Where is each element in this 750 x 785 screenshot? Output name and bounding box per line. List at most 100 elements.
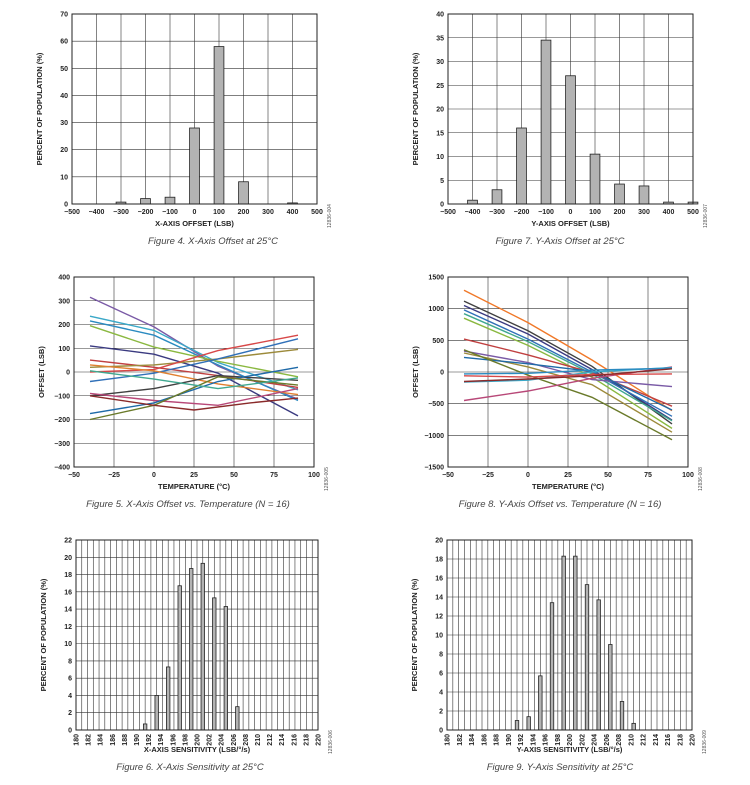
x-tick-label: −400: [465, 209, 481, 216]
bar: [608, 644, 613, 731]
x-tick-label: 192: [146, 734, 153, 746]
figure-caption: Figure 5. X-Axis Offset vs. Temperature …: [86, 499, 290, 510]
y-tick-label: 50: [60, 66, 68, 73]
y-tick-label: −1500: [424, 465, 444, 472]
figure-caption: Figure 8. Y-Axis Offset vs. Temperature …: [459, 499, 662, 510]
y-tick-label: 5: [440, 178, 444, 185]
bar: [189, 568, 194, 731]
y-tick-label: 2: [68, 710, 72, 717]
bar: [467, 199, 478, 205]
y-tick-label: 14: [64, 607, 72, 614]
x-tick-label: 216: [665, 734, 672, 746]
plot-frame: [71, 13, 318, 205]
x-tick-label: 192: [518, 734, 525, 746]
plot-frame: [447, 13, 694, 205]
bar: [596, 599, 601, 731]
x-tick-label: 0: [193, 209, 197, 216]
series-line: [463, 349, 673, 441]
x-tick-label: 188: [122, 734, 129, 746]
bar: [491, 189, 503, 205]
y-tick-label: 8: [68, 658, 72, 665]
x-tick-label: 500: [687, 209, 699, 216]
y-tick-label: −500: [428, 401, 444, 408]
series-line: [89, 325, 299, 378]
x-tick-label: 25: [190, 472, 198, 479]
x-tick-label: 100: [589, 209, 601, 216]
series-line: [89, 395, 299, 411]
x-tick-label: 300: [638, 209, 650, 216]
series-line: [463, 338, 673, 407]
figure-id: 12836-009: [702, 730, 708, 754]
y-tick-label: 1000: [428, 306, 444, 313]
x-tick-label: 202: [207, 734, 214, 746]
series-line: [463, 356, 673, 411]
x-tick-label: 186: [110, 734, 117, 746]
series-line: [463, 309, 673, 417]
x-tick-label: 190: [506, 734, 513, 746]
x-tick-label: 202: [579, 734, 586, 746]
y-tick-label: 40: [436, 12, 444, 19]
y-tick-label: 500: [432, 338, 444, 345]
series-line: [89, 387, 299, 407]
x-tick-label: 212: [641, 734, 648, 746]
x-tick-label: 500: [311, 209, 323, 216]
series-line: [89, 348, 299, 368]
y-tick-label: 22: [64, 538, 72, 545]
x-tick-label: 204: [592, 734, 599, 746]
y-tick-label: 12: [435, 614, 443, 621]
bar: [154, 695, 159, 731]
x-tick-label: 0: [152, 472, 156, 479]
plot-frame: [75, 539, 319, 731]
bar: [166, 666, 171, 731]
series-line: [463, 289, 673, 412]
x-tick-label: −500: [64, 209, 80, 216]
figure-caption: Figure 7. Y-Axis Offset at 25°C: [495, 236, 624, 247]
y-tick-label: 6: [439, 671, 443, 678]
y-tick-label: −400: [54, 465, 70, 472]
grid: [446, 539, 693, 731]
x-tick-label: −500: [440, 209, 456, 216]
y-tick-label: 20: [436, 107, 444, 114]
x-tick-label: 182: [457, 734, 464, 746]
figure-caption: Figure 9. Y-Axis Sensitivity at 25°C: [487, 762, 634, 773]
bar: [235, 706, 240, 731]
x-tick-label: 100: [213, 209, 225, 216]
bar: [584, 584, 590, 731]
chart-fig7: 0 5 10 15 20 25 30 35 40 −500 −400 −300 −200 −100 0 100…: [411, 12, 709, 248]
bar: [561, 555, 566, 731]
series-line: [89, 315, 299, 391]
bar: [638, 185, 650, 205]
y-tick-label: 20: [64, 555, 72, 562]
y-tick-label: 10: [435, 633, 443, 640]
y-tick-label: 400: [58, 275, 70, 282]
x-tick-label: 0: [526, 472, 530, 479]
bar: [213, 46, 225, 205]
y-tick-label: 30: [436, 59, 444, 66]
x-tick-label: 194: [530, 734, 537, 746]
x-axis-title: TEMPERATURE (°C): [158, 482, 231, 491]
x-tick-label: 400: [287, 209, 299, 216]
y-tick-label: 2: [439, 709, 443, 716]
y-tick-label: 0: [440, 370, 444, 377]
y-tick-label: 18: [64, 572, 72, 579]
x-tick-label: 210: [255, 734, 262, 746]
x-tick-label: 218: [303, 734, 310, 746]
x-tick-label: 100: [308, 472, 320, 479]
x-tick-label: 194: [158, 734, 165, 746]
y-axis-title: OFFSET (LSB): [411, 346, 420, 398]
x-tick-label: 75: [270, 472, 278, 479]
x-tick-label: 214: [653, 734, 660, 746]
x-tick-label: −300: [113, 209, 129, 216]
y-tick-label: 100: [58, 346, 70, 353]
x-tick-label: 196: [543, 734, 550, 746]
bar: [526, 716, 531, 731]
y-axis-title: PERCENT OF POPULATION (%): [35, 52, 44, 165]
x-tick-label: −50: [68, 472, 80, 479]
y-tick-label: 0: [439, 728, 443, 735]
x-axis-title: X-AXIS OFFSET (LSB): [155, 219, 234, 228]
figure-id: 12836-006: [328, 730, 334, 754]
series-line: [89, 334, 299, 373]
y-tick-label: 70: [60, 12, 68, 19]
y-tick-label: 25: [436, 83, 444, 90]
y-tick-label: −300: [54, 441, 70, 448]
